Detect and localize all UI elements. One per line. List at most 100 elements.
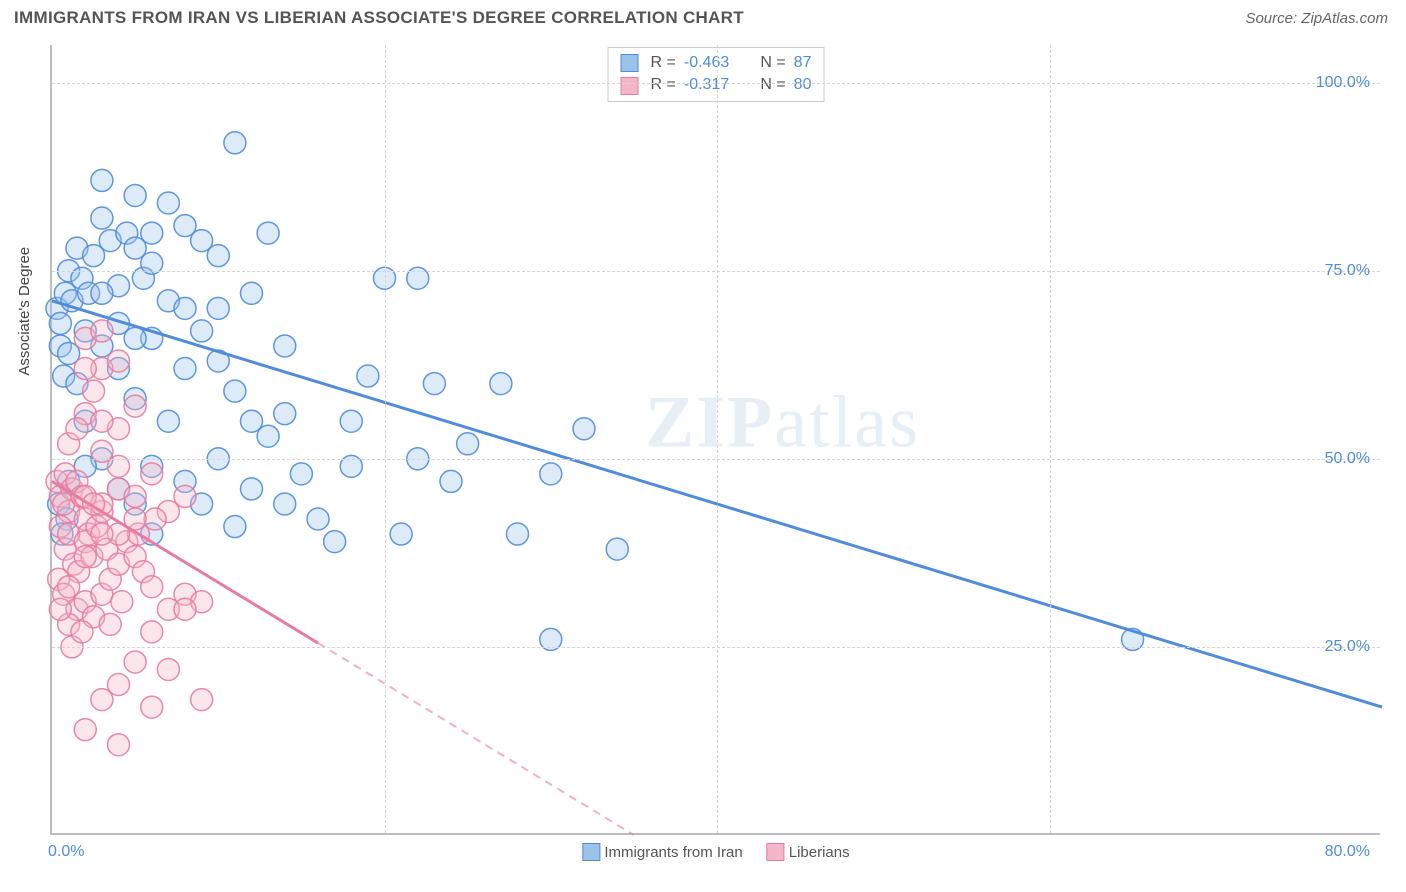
scatter-point-iran: [274, 403, 296, 425]
stats-row-liberia: R = -0.317 N = 80: [621, 74, 812, 96]
scatter-point-liberia: [174, 598, 196, 620]
gridline-horizontal: [52, 647, 1380, 648]
scatter-point-liberia: [124, 395, 146, 417]
x-axis-min-label: 0.0%: [48, 843, 84, 861]
scatter-point-liberia: [174, 485, 196, 507]
scatter-point-iran: [274, 335, 296, 357]
trend-line-extrapolated-liberia: [318, 643, 634, 835]
stat-r-label: R =: [651, 52, 676, 74]
scatter-point-iran: [191, 320, 213, 342]
y-tick-label: 100.0%: [1316, 74, 1370, 92]
scatter-point-iran: [207, 245, 229, 267]
scatter-point-liberia: [191, 689, 213, 711]
scatter-point-liberia: [144, 508, 166, 530]
scatter-point-iran: [157, 192, 179, 214]
scatter-point-liberia: [71, 621, 93, 643]
stat-n-label: N =: [756, 74, 786, 96]
scatter-point-iran: [174, 297, 196, 319]
scatter-point-iran: [274, 493, 296, 515]
y-tick-label: 75.0%: [1325, 262, 1370, 280]
gridline-horizontal: [52, 271, 1380, 272]
x-axis-max-label: 80.0%: [1325, 843, 1370, 861]
scatter-point-iran: [141, 222, 163, 244]
scatter-point-liberia: [66, 418, 88, 440]
scatter-point-iran: [573, 418, 595, 440]
scatter-point-iran: [49, 312, 71, 334]
scatter-point-liberia: [83, 380, 105, 402]
legend-swatch-icon: [582, 843, 600, 861]
scatter-point-iran: [124, 184, 146, 206]
scatter-point-iran: [224, 380, 246, 402]
scatter-point-iran: [241, 282, 263, 304]
scatter-point-liberia: [74, 358, 96, 380]
scatter-point-liberia: [141, 576, 163, 598]
stat-r-value: -0.463: [684, 52, 748, 74]
scatter-point-liberia: [49, 598, 71, 620]
scatter-point-liberia: [91, 320, 113, 342]
stat-n-value: 87: [794, 52, 812, 74]
scatter-point-liberia: [124, 651, 146, 673]
scatter-point-iran: [224, 516, 246, 538]
scatter-point-iran: [91, 169, 113, 191]
scatter-point-liberia: [108, 350, 130, 372]
scatter-point-iran: [157, 410, 179, 432]
scatter-point-iran: [224, 132, 246, 154]
scatter-point-liberia: [74, 546, 96, 568]
scatter-point-iran: [124, 327, 146, 349]
legend-label: Immigrants from Iran: [604, 844, 742, 861]
scatter-point-iran: [290, 463, 312, 485]
legend-swatch-icon: [621, 54, 639, 72]
scatter-point-liberia: [91, 523, 113, 545]
scatter-point-liberia: [111, 591, 133, 613]
scatter-point-liberia: [99, 613, 121, 635]
gridline-horizontal: [52, 83, 1380, 84]
y-tick-label: 25.0%: [1325, 638, 1370, 656]
scatter-point-iran: [324, 531, 346, 553]
scatter-point-iran: [207, 297, 229, 319]
stat-r-value: -0.317: [684, 74, 748, 96]
gridline-vertical: [385, 45, 386, 833]
source-attribution: Source: ZipAtlas.com: [1245, 10, 1388, 27]
y-axis-title: Associate's Degree: [16, 247, 33, 376]
scatter-point-iran: [91, 282, 113, 304]
scatter-point-iran: [357, 365, 379, 387]
scatter-point-iran: [440, 470, 462, 492]
y-tick-label: 50.0%: [1325, 450, 1370, 468]
gridline-horizontal: [52, 459, 1380, 460]
scatter-point-iran: [257, 222, 279, 244]
legend-label: Liberians: [789, 844, 850, 861]
scatter-point-iran: [490, 373, 512, 395]
legend-swatch-icon: [767, 843, 785, 861]
scatter-plot-svg: [52, 45, 1380, 833]
stat-n-value: 80: [794, 74, 812, 96]
scatter-point-iran: [174, 358, 196, 380]
gridline-vertical: [717, 45, 718, 833]
scatter-point-liberia: [141, 696, 163, 718]
scatter-point-iran: [241, 478, 263, 500]
chart-title: IMMIGRANTS FROM IRAN VS LIBERIAN ASSOCIA…: [14, 8, 744, 27]
series-legend: Immigrants from Iran Liberians: [582, 843, 849, 861]
scatter-point-iran: [390, 523, 412, 545]
scatter-point-liberia: [108, 734, 130, 756]
scatter-point-iran: [540, 463, 562, 485]
scatter-point-liberia: [157, 658, 179, 680]
scatter-point-liberia: [91, 410, 113, 432]
legend-item: Liberians: [767, 843, 850, 861]
scatter-point-iran: [307, 508, 329, 530]
scatter-point-iran: [606, 538, 628, 560]
correlation-stats-box: R = -0.463 N = 87R = -0.317 N = 80: [608, 47, 825, 102]
scatter-point-liberia: [108, 674, 130, 696]
gridline-vertical: [1050, 45, 1051, 833]
legend-swatch-icon: [621, 77, 639, 95]
stats-row-iran: R = -0.463 N = 87: [621, 52, 812, 74]
scatter-point-iran: [340, 410, 362, 432]
stat-n-label: N =: [756, 52, 786, 74]
scatter-point-iran: [91, 207, 113, 229]
scatter-point-liberia: [141, 621, 163, 643]
scatter-point-iran: [457, 433, 479, 455]
scatter-point-iran: [423, 373, 445, 395]
legend-item: Immigrants from Iran: [582, 843, 742, 861]
scatter-point-liberia: [124, 485, 146, 507]
scatter-point-liberia: [141, 463, 163, 485]
chart-plot-area: ZIPatlas R = -0.463 N = 87R = -0.317 N =…: [50, 45, 1380, 835]
